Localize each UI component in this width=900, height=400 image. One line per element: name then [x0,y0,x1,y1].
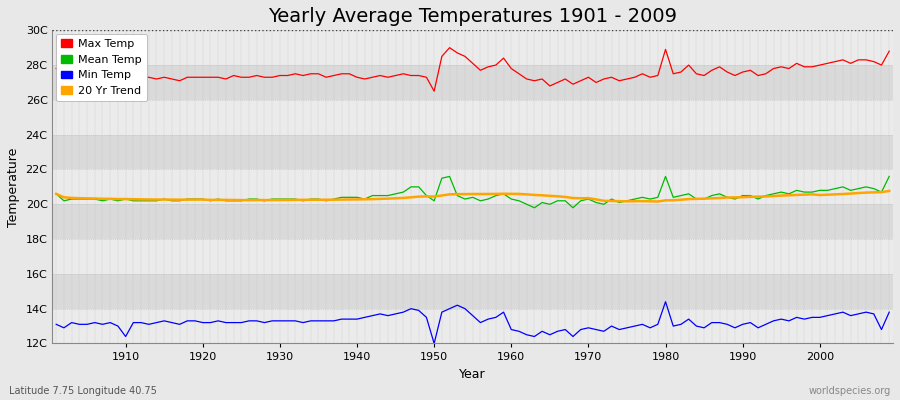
Legend: Max Temp, Mean Temp, Min Temp, 20 Yr Trend: Max Temp, Mean Temp, Min Temp, 20 Yr Tre… [56,34,147,101]
Bar [52,65,893,100]
Text: Latitude 7.75 Longitude 40.75: Latitude 7.75 Longitude 40.75 [9,386,157,396]
Title: Yearly Average Temperatures 1901 - 2009: Yearly Average Temperatures 1901 - 2009 [268,7,677,26]
Bar [52,274,893,309]
Bar [52,170,893,204]
Text: worldspecies.org: worldspecies.org [809,386,891,396]
Bar [52,309,893,344]
Bar [52,30,893,65]
Bar [52,204,893,239]
Bar [52,100,893,135]
Bar [52,135,893,170]
X-axis label: Year: Year [459,368,486,381]
Bar [52,239,893,274]
Y-axis label: Temperature: Temperature [7,147,20,226]
